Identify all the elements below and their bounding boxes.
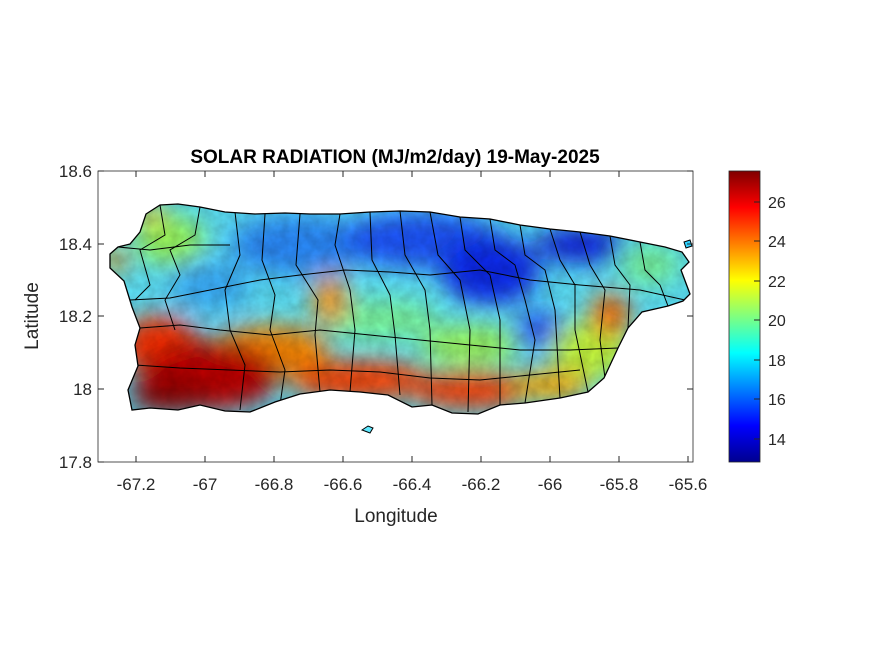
- y-tick-label: 17.8: [59, 453, 92, 472]
- x-tick-label: -65.8: [600, 475, 639, 494]
- y-tick-label: 18: [73, 380, 92, 399]
- municipal-boundaries: [117, 204, 686, 413]
- x-tick-label: -66: [538, 475, 563, 494]
- y-tick-label: 18.4: [59, 235, 92, 254]
- x-tick-label: -66.2: [462, 475, 501, 494]
- x-tick-label: -66.6: [324, 475, 363, 494]
- caja-de-muertos-island: [360, 425, 374, 434]
- x-tick-label: -65.6: [669, 475, 708, 494]
- x-tick-label: -67.2: [117, 475, 156, 494]
- y-tick-label: 18.2: [59, 307, 92, 326]
- y-axis-label: Latitude: [22, 282, 43, 350]
- colorbar: 26 24 22 20 18 16 14: [728, 170, 786, 463]
- x-axis-label: Longitude: [354, 506, 437, 527]
- colorbar-gradient: [728, 170, 761, 463]
- colorbar-tick-label: 20: [768, 313, 786, 330]
- solar-radiation-field: [110, 204, 690, 414]
- y-tick-label: 18.6: [59, 162, 92, 181]
- colorbar-tick-label: 26: [768, 195, 786, 212]
- x-tick-label: -66.8: [255, 475, 294, 494]
- x-axis: -67.2 -67 -66.8 -66.6 -66.4 -66.2 -66 -6…: [117, 171, 708, 527]
- x-tick-label: -67: [193, 475, 218, 494]
- chart-title: SOLAR RADIATION (MJ/m2/day) 19-May-2025: [190, 147, 600, 168]
- colorbar-tick-label: 24: [768, 234, 786, 251]
- colorbar-tick-label: 16: [768, 392, 786, 409]
- y-axis: 18.6 18.4 18.2 18 17.8 Latitude: [22, 162, 693, 472]
- x-tick-label: -66.4: [393, 475, 432, 494]
- colorbar-tick-label: 22: [768, 274, 786, 291]
- island-outline: [109, 203, 691, 415]
- colorbar-tick-label: 14: [768, 432, 786, 449]
- colorbar-tick-label: 18: [768, 353, 786, 370]
